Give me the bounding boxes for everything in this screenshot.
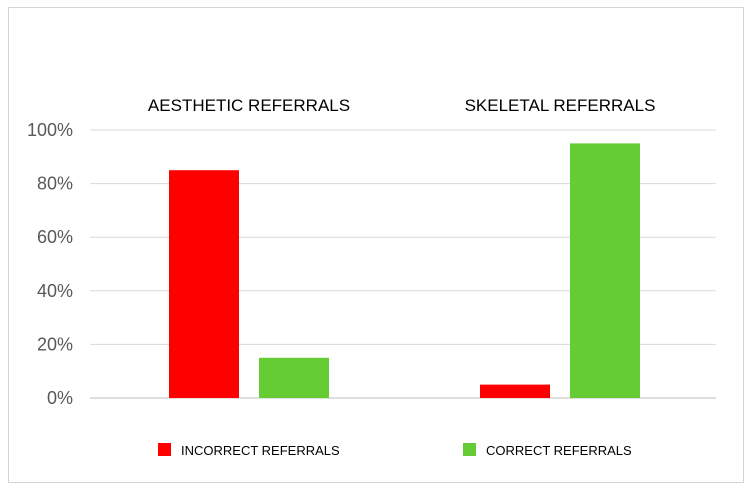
y-tick-label: 20%	[37, 334, 73, 354]
legend: INCORRECT REFERRALS CORRECT REFERRALS	[158, 443, 632, 458]
legend-swatch	[463, 443, 476, 456]
category-label: SKELETAL REFERRALS	[465, 96, 656, 115]
bars	[169, 143, 640, 398]
category-labels: AESTHETIC REFERRALS SKELETAL REFERRALS	[148, 96, 656, 115]
y-tick-label: 100%	[27, 120, 73, 140]
bar-correct-1	[570, 143, 640, 398]
y-tick-label: 60%	[37, 227, 73, 247]
bar-incorrect-0	[169, 170, 239, 398]
y-tick-label: 80%	[37, 174, 73, 194]
bar-correct-0	[259, 357, 329, 398]
y-tick-label: 0%	[47, 388, 73, 408]
legend-label: INCORRECT REFERRALS	[181, 443, 340, 458]
legend-swatch	[158, 443, 171, 456]
y-tick-label: 40%	[37, 281, 73, 301]
y-axis-ticks: 0% 20% 40% 60% 80% 100%	[27, 120, 73, 408]
legend-label: CORRECT REFERRALS	[486, 443, 632, 458]
category-label: AESTHETIC REFERRALS	[148, 96, 350, 115]
bar-incorrect-1	[480, 384, 550, 398]
